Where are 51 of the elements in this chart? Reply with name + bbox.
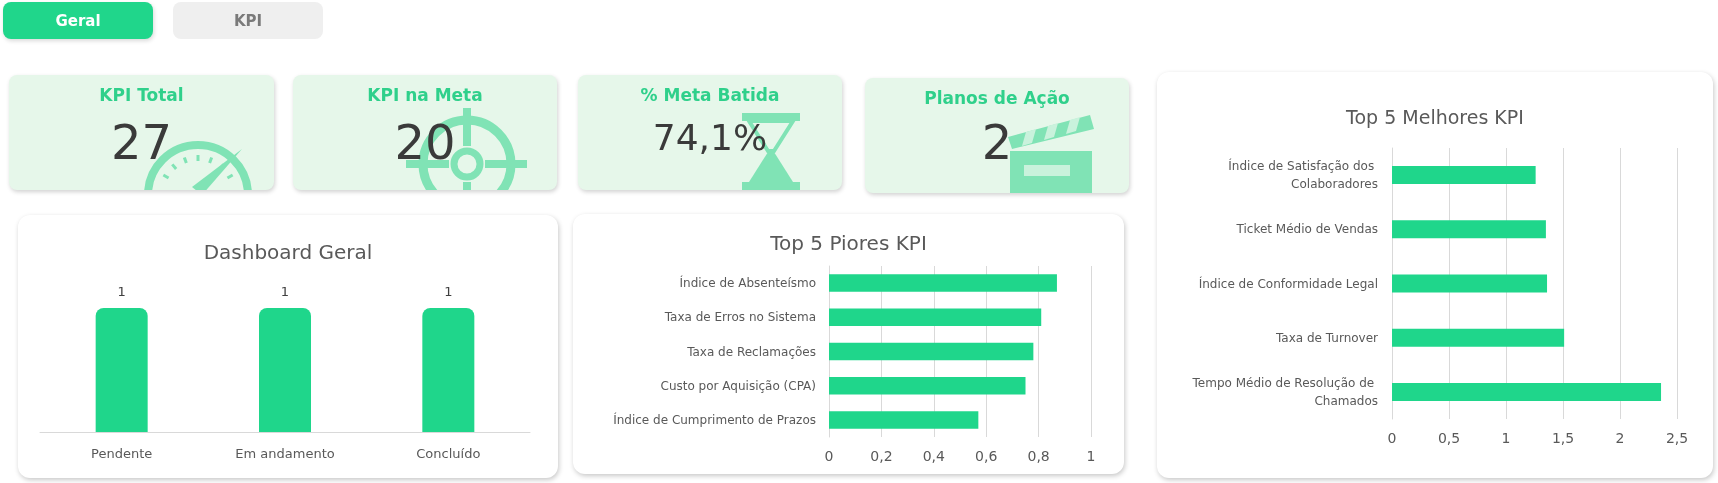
data-label: 1: [117, 284, 126, 299]
text: KPI na Meta: [366, 84, 484, 106]
bar: [829, 411, 979, 429]
y-tick-label: Ticket Médio de Vendas: [1235, 222, 1378, 237]
y-tick-label: Índice de Satisfação dos Colaboradores: [1228, 158, 1378, 192]
y-tick-label: Taxa de Reclamações: [686, 344, 816, 359]
bar: [1392, 382, 1662, 401]
chart-title: Top 5 Piores KPI: [769, 231, 927, 255]
y-tick-label: Índice de Conformidade Legal: [1198, 275, 1378, 291]
bar: [829, 342, 1034, 361]
bar: [1392, 220, 1546, 239]
x-tick-label: 0,6: [975, 448, 998, 464]
x-tick-label: Concluído: [416, 445, 481, 461]
text: % Meta Batida: [639, 84, 781, 106]
y-tick-label: Custo por Aquisição (CPA): [660, 378, 816, 393]
text: 27: [109, 114, 174, 170]
x-tick-label: 0,4: [922, 448, 946, 464]
data-label: 1: [444, 284, 453, 299]
y-tick-label: Taxa de Erros no Sistema: [663, 310, 816, 325]
chart-title: Dashboard Geral: [203, 240, 373, 264]
bar: [1392, 166, 1536, 185]
text: Planos de Ação: [923, 87, 1071, 109]
bar: [829, 274, 1057, 292]
tab: Geral: [3, 2, 153, 39]
text: 20: [393, 114, 457, 170]
x-tick-label: 0: [824, 448, 834, 464]
bar: [1392, 274, 1548, 293]
data-label: 1: [280, 284, 290, 299]
bar: [1392, 328, 1565, 347]
x-tick-label: 1,5: [1551, 430, 1575, 446]
bar: [829, 308, 1042, 327]
x-tick-label: 0,5: [1437, 430, 1461, 446]
x-tick-label: Pendente: [91, 445, 153, 461]
x-tick-label: 1: [1501, 430, 1511, 446]
y-tick-label: Índice de Cumprimento de Prazos: [613, 411, 816, 427]
x-tick-label: 2: [1615, 430, 1625, 446]
x-tick-label: 0: [1387, 430, 1397, 446]
text: KPI Total: [98, 84, 185, 106]
bar: [829, 376, 1026, 395]
x-tick-label: Em andamento: [235, 445, 335, 461]
text: 2: [980, 114, 1014, 170]
x-tick-label: 0,2: [870, 448, 893, 464]
text: 74,1%: [651, 117, 769, 158]
x-tick-label: 1: [1086, 448, 1096, 464]
y-tick-label: Tempo Médio de Resolução de Chamados: [1191, 375, 1378, 408]
chart-title: Top 5 Melhores KPI: [1345, 105, 1524, 128]
y-tick-label: Índice de Absenteísmo: [679, 275, 816, 291]
x-tick-label: 0,8: [1027, 448, 1050, 464]
tab: KPI: [173, 2, 323, 39]
y-tick-label: Taxa de Turnover: [1275, 330, 1379, 345]
x-tick-label: 2,5: [1665, 430, 1689, 446]
